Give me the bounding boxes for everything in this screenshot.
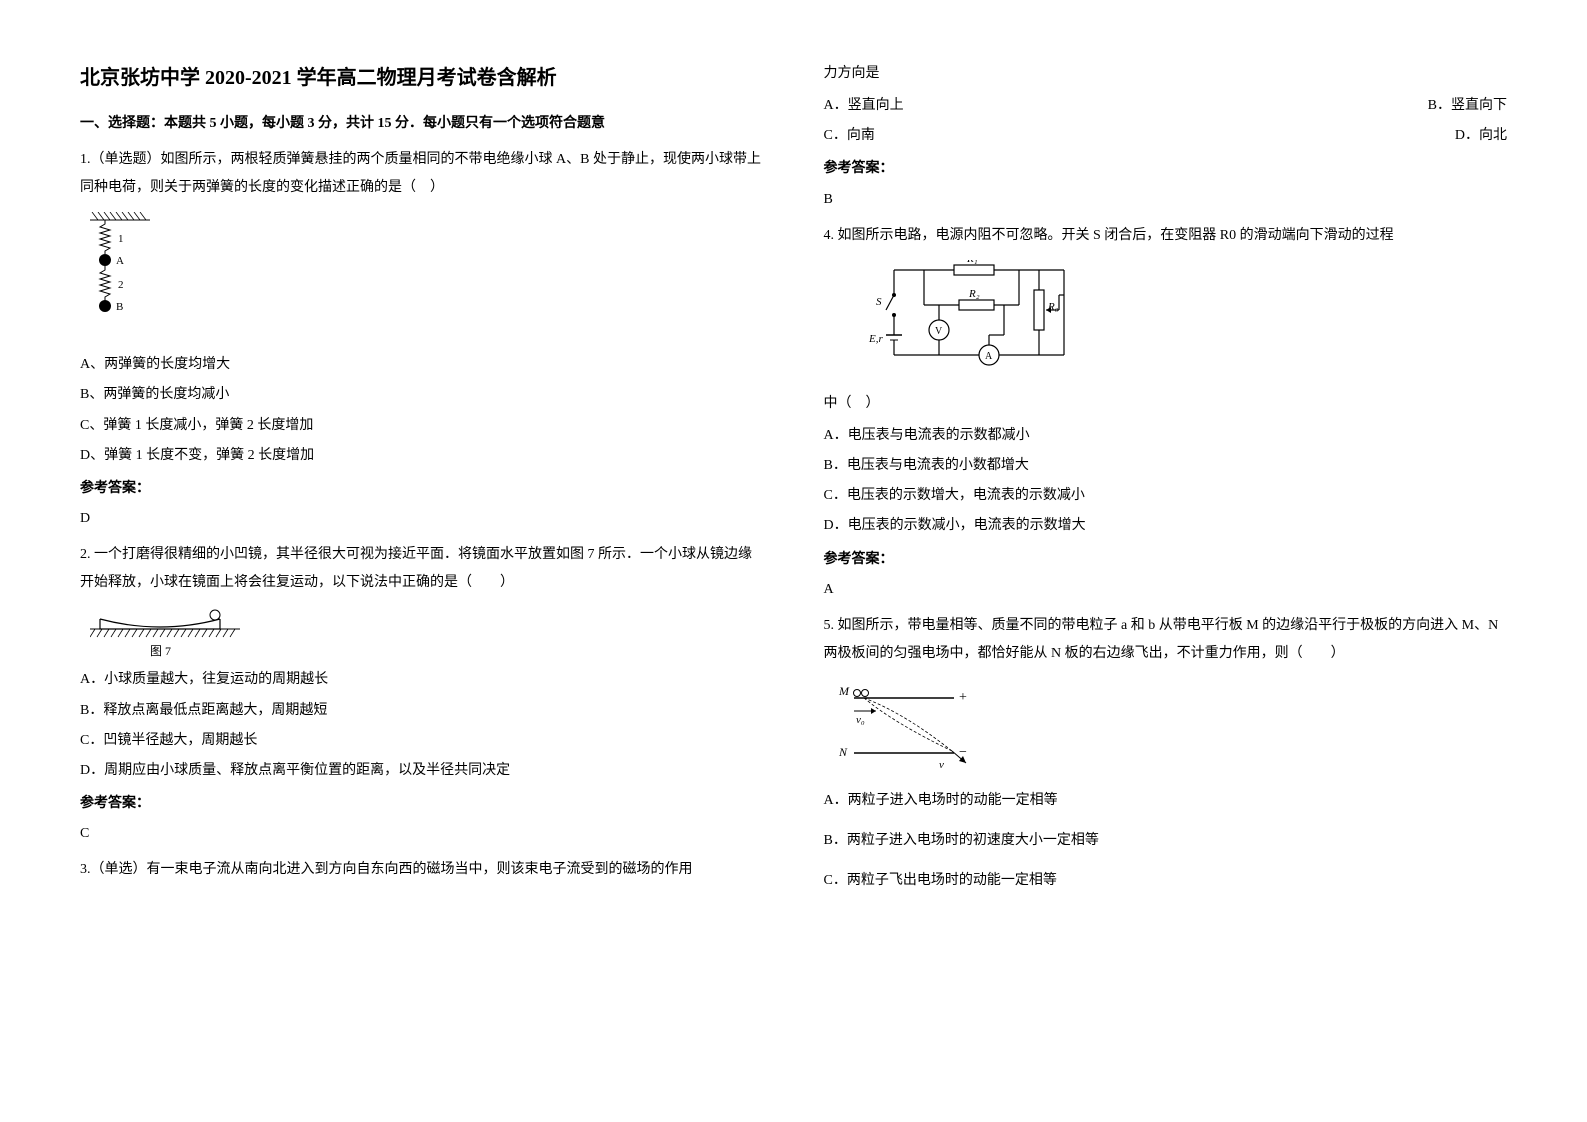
q3-text-cont: 力方向是 <box>824 60 1508 88</box>
svg-text:A: A <box>116 255 124 267</box>
svg-text:R₂: R₂ <box>968 288 980 300</box>
svg-text:M: M <box>838 684 850 698</box>
q3-text: 3.（单选）有一束电子流从南向北进入到方向自东向西的磁场当中，则该束电子流受到的… <box>80 856 764 884</box>
exam-title: 北京张坊中学 2020-2021 学年高二物理月考试卷含解析 <box>80 60 764 96</box>
right-column: 力方向是 A．竖直向上 B．竖直向下 C．向南 D．向北 参考答案： B 4. … <box>794 60 1538 1062</box>
circuit-figure: R₁ S E,r <box>864 260 1508 380</box>
svg-text:v: v <box>939 759 944 771</box>
q3-opt-a: A．竖直向上 <box>824 93 904 118</box>
q4-opt-a: A．电压表与电流表的示数都减小 <box>824 423 1508 448</box>
q1-opt-b: B、两弹簧的长度均减小 <box>80 382 764 407</box>
svg-text:1: 1 <box>118 233 124 245</box>
q1-answer: D <box>80 506 764 531</box>
svg-text:R₁: R₁ <box>966 260 978 265</box>
svg-text:+: + <box>959 690 967 705</box>
svg-text:B: B <box>116 301 123 313</box>
svg-text:A: A <box>985 351 993 362</box>
q3-answer-label: 参考答案： <box>824 156 1508 181</box>
question-3-start: 3.（单选）有一束电子流从南向北进入到方向自东向西的磁场当中，则该束电子流受到的… <box>80 856 764 884</box>
q1-opt-c: C、弹簧 1 长度减小，弹簧 2 长度增加 <box>80 413 764 438</box>
q5-opt-c: C．两粒子飞出电场时的动能一定相等 <box>824 868 1508 893</box>
q4-text-cont: 中（ ） <box>824 390 1508 418</box>
q3-opt-d: D．向北 <box>1455 123 1507 148</box>
q1-answer-label: 参考答案： <box>80 476 764 501</box>
question-5: 5. 如图所示，带电量相等、质量不同的带电粒子 a 和 b 从带电平行板 M 的… <box>824 612 1508 894</box>
q2-opt-d: D．周期应由小球质量、释放点离平衡位置的距离，以及半径共同决定 <box>80 758 764 783</box>
q1-text: 1.（单选题）如图所示，两根轻质弹簧悬挂的两个质量相同的不带电绝缘小球 A、B … <box>80 146 764 202</box>
svg-text:图 7: 图 7 <box>150 644 171 658</box>
q2-answer-label: 参考答案： <box>80 791 764 816</box>
mirror-figure: 图 7 <box>90 607 764 662</box>
question-1: 1.（单选题）如图所示，两根轻质弹簧悬挂的两个质量相同的不带电绝缘小球 A、B … <box>80 146 764 531</box>
field-figure: M + v₀ N − v <box>834 683 1508 773</box>
q4-opt-b: B．电压表与电流表的小数都增大 <box>824 453 1508 478</box>
q4-opt-d: D．电压表的示数减小，电流表的示数增大 <box>824 513 1508 538</box>
q2-opt-c: C．凹镜半径越大，周期越长 <box>80 728 764 753</box>
q3-answer: B <box>824 187 1508 212</box>
q4-answer: A <box>824 577 1508 602</box>
q3-opt-b: B．竖直向下 <box>1428 93 1507 118</box>
svg-text:v₀: v₀ <box>856 714 865 726</box>
question-2: 2. 一个打磨得很精细的小凹镜，其半径很大可视为接近平面．将镜面水平放置如图 7… <box>80 541 764 846</box>
q1-opt-a: A、两弹簧的长度均增大 <box>80 352 764 377</box>
spring-figure: 1 A 2 B <box>90 212 764 342</box>
section1-title: 一、选择题：本题共 5 小题，每小题 3 分，共计 15 分．每小题只有一个选项… <box>80 111 764 136</box>
q5-text: 5. 如图所示，带电量相等、质量不同的带电粒子 a 和 b 从带电平行板 M 的… <box>824 612 1508 668</box>
q2-answer: C <box>80 821 764 846</box>
question-3-cont: 力方向是 A．竖直向上 B．竖直向下 C．向南 D．向北 参考答案： B <box>824 60 1508 212</box>
svg-text:E,r: E,r <box>868 333 883 345</box>
svg-text:N: N <box>838 745 848 759</box>
question-4: 4. 如图所示电路，电源内阻不可忽略。开关 S 闭合后，在变阻器 R0 的滑动端… <box>824 222 1508 602</box>
svg-text:S: S <box>876 296 882 308</box>
q4-answer-label: 参考答案： <box>824 547 1508 572</box>
q2-opt-b: B．释放点离最低点距离越大，周期越短 <box>80 698 764 723</box>
q2-text: 2. 一个打磨得很精细的小凹镜，其半径很大可视为接近平面．将镜面水平放置如图 7… <box>80 541 764 597</box>
q4-opt-c: C．电压表的示数增大，电流表的示数减小 <box>824 483 1508 508</box>
q1-opt-d: D、弹簧 1 长度不变，弹簧 2 长度增加 <box>80 443 764 468</box>
left-column: 北京张坊中学 2020-2021 学年高二物理月考试卷含解析 一、选择题：本题共… <box>50 60 794 1062</box>
svg-text:2: 2 <box>118 279 124 291</box>
q5-opt-b: B．两粒子进入电场时的初速度大小一定相等 <box>824 828 1508 853</box>
q2-opt-a: A．小球质量越大，往复运动的周期越长 <box>80 667 764 692</box>
q3-opt-c: C．向南 <box>824 123 875 148</box>
svg-text:V: V <box>935 326 943 337</box>
q4-text: 4. 如图所示电路，电源内阻不可忽略。开关 S 闭合后，在变阻器 R0 的滑动端… <box>824 222 1508 250</box>
q5-opt-a: A．两粒子进入电场时的动能一定相等 <box>824 788 1508 813</box>
